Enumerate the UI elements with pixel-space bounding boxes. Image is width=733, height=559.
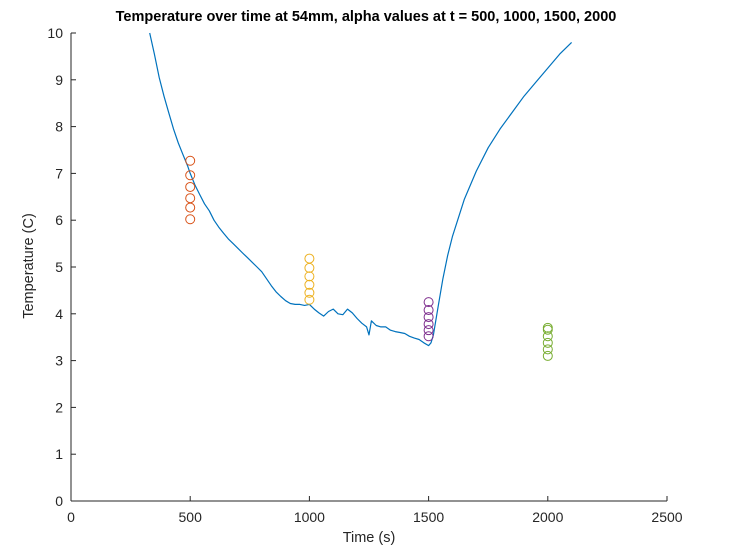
tick-marks <box>70 32 668 502</box>
y-tick-label: 2 <box>55 399 63 415</box>
x-tick-label: 1000 <box>294 509 325 525</box>
alpha-marker-t500 <box>185 214 196 225</box>
alpha-marker-t2000 <box>542 324 553 335</box>
y-tick-label: 7 <box>55 165 63 181</box>
y-tick-label: 1 <box>55 446 63 462</box>
y-tick-label: 4 <box>55 306 63 322</box>
alpha-marker-t500 <box>185 193 196 204</box>
alpha-marker-t2000 <box>542 322 553 333</box>
alpha-marker-t1000 <box>304 253 315 264</box>
alpha-marker-series <box>185 155 553 361</box>
alpha-marker-t500 <box>185 155 196 166</box>
y-tick-label: 9 <box>55 72 63 88</box>
y-tick-label: 3 <box>55 353 63 369</box>
alpha-marker-t2000 <box>542 350 553 361</box>
alpha-marker-t500 <box>185 181 196 192</box>
alpha-marker-t2000 <box>542 337 553 348</box>
alpha-marker-t500 <box>185 202 196 213</box>
x-tick-label: 2500 <box>651 509 682 525</box>
plot-area <box>70 32 668 502</box>
x-tick-label: 0 <box>67 509 75 525</box>
alpha-marker-t1500 <box>423 305 434 316</box>
alpha-marker-t1500 <box>423 331 434 342</box>
alpha-marker-t2000 <box>542 344 553 355</box>
alpha-marker-t1000 <box>304 294 315 305</box>
alpha-marker-t1000 <box>304 262 315 273</box>
x-tick-label: 1500 <box>413 509 444 525</box>
temperature-line <box>149 32 573 347</box>
alpha-marker-t1500 <box>423 312 434 323</box>
y-tick-label: 5 <box>55 259 63 275</box>
alpha-marker-t1000 <box>304 271 315 282</box>
x-tick-label: 500 <box>179 509 203 525</box>
y-axis-label: Temperature (C) <box>21 213 37 319</box>
y-tick-label: 8 <box>55 119 63 135</box>
alpha-marker-t1000 <box>304 279 315 290</box>
x-tick-label: 2000 <box>532 509 563 525</box>
alpha-marker-t2000 <box>542 331 553 342</box>
alpha-marker-t500 <box>185 170 196 181</box>
y-tick-label: 0 <box>55 493 63 509</box>
x-axis-label: Time (s) <box>343 530 396 546</box>
alpha-marker-t1500 <box>423 325 434 336</box>
chart-title: Temperature over time at 54mm, alpha val… <box>116 9 617 25</box>
y-tick-label: 6 <box>55 212 63 228</box>
alpha-marker-t1500 <box>423 319 434 330</box>
temperature-line-series <box>149 32 573 347</box>
alpha-marker-t1000 <box>304 287 315 298</box>
alpha-marker-t1500 <box>423 297 434 308</box>
y-tick-label: 10 <box>47 25 63 41</box>
